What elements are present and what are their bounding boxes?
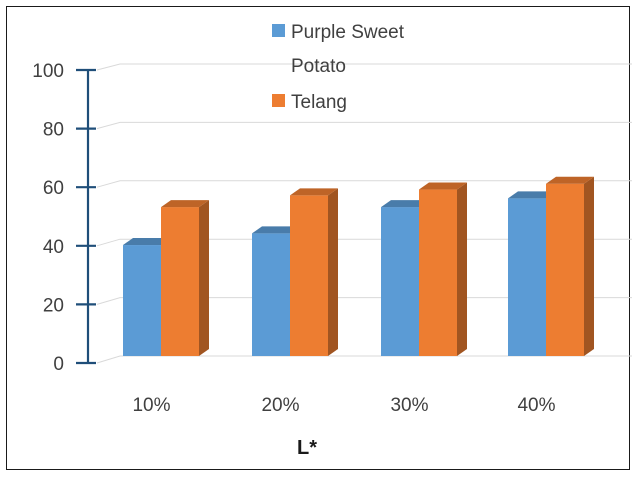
bar-top-face xyxy=(290,188,338,196)
bar-front-face xyxy=(546,183,584,356)
bar-front-face xyxy=(381,207,419,356)
bar-front-face xyxy=(419,189,457,356)
legend-label-purple-sweet-potato-line1: Purple Sweet xyxy=(291,22,405,43)
y-axis-tick-label-100: 100 xyxy=(32,61,64,82)
bar-side-face xyxy=(328,188,338,356)
y-axis-tick-label-80: 80 xyxy=(43,120,64,141)
x-axis-tick-label-20: 20% xyxy=(261,395,299,416)
legend-label-telang: Telang xyxy=(291,92,347,113)
x-axis-label: L* xyxy=(297,437,317,459)
bar-telang-30 xyxy=(419,182,467,356)
bar-top-face xyxy=(508,191,556,199)
bar-front-face xyxy=(123,245,161,356)
gridline-0 xyxy=(96,355,632,364)
bar-top-face xyxy=(381,200,429,208)
y-axis-tick-label-60: 60 xyxy=(43,178,64,199)
x-axis-tick-label-30: 30% xyxy=(390,395,428,416)
legend-swatch-purple-sweet-potato xyxy=(272,24,285,37)
bar-top-face xyxy=(546,176,594,184)
y-axis-tick-label-0: 0 xyxy=(53,354,64,375)
y-axis-tick-label-40: 40 xyxy=(43,237,64,258)
bar-top-face xyxy=(161,200,209,208)
x-axis-tick-labels: 10% 20% 30% 40% xyxy=(132,395,555,416)
y-axis-tick-label-20: 20 xyxy=(43,295,64,316)
legend: Purple Sweet Potato Telang xyxy=(272,22,405,113)
bar-top-face xyxy=(123,238,171,246)
legend-swatch-telang xyxy=(272,94,285,107)
y-axis: 0 20 40 60 80 100 xyxy=(32,61,96,375)
gridline-80 xyxy=(96,121,632,130)
bar-front-face xyxy=(290,195,328,356)
gridline-60 xyxy=(96,180,632,188)
bar-front-face xyxy=(252,233,290,356)
bar-telang-40 xyxy=(546,176,594,356)
gridline-100 xyxy=(96,63,632,71)
bar-front-face xyxy=(508,198,546,356)
bar-side-face xyxy=(457,182,467,356)
bar-top-face xyxy=(252,226,300,234)
bars xyxy=(123,176,594,356)
bar-top-face xyxy=(419,182,467,190)
x-axis-tick-label-40: 40% xyxy=(517,395,555,416)
bar-telang-20 xyxy=(290,188,338,356)
x-axis-tick-label-10: 10% xyxy=(132,395,170,416)
bar-side-face xyxy=(584,176,594,356)
bar-side-face xyxy=(199,200,209,356)
bar-telang-10 xyxy=(161,200,209,356)
legend-label-purple-sweet-potato-line2: Potato xyxy=(291,56,346,77)
bar-front-face xyxy=(161,207,199,356)
